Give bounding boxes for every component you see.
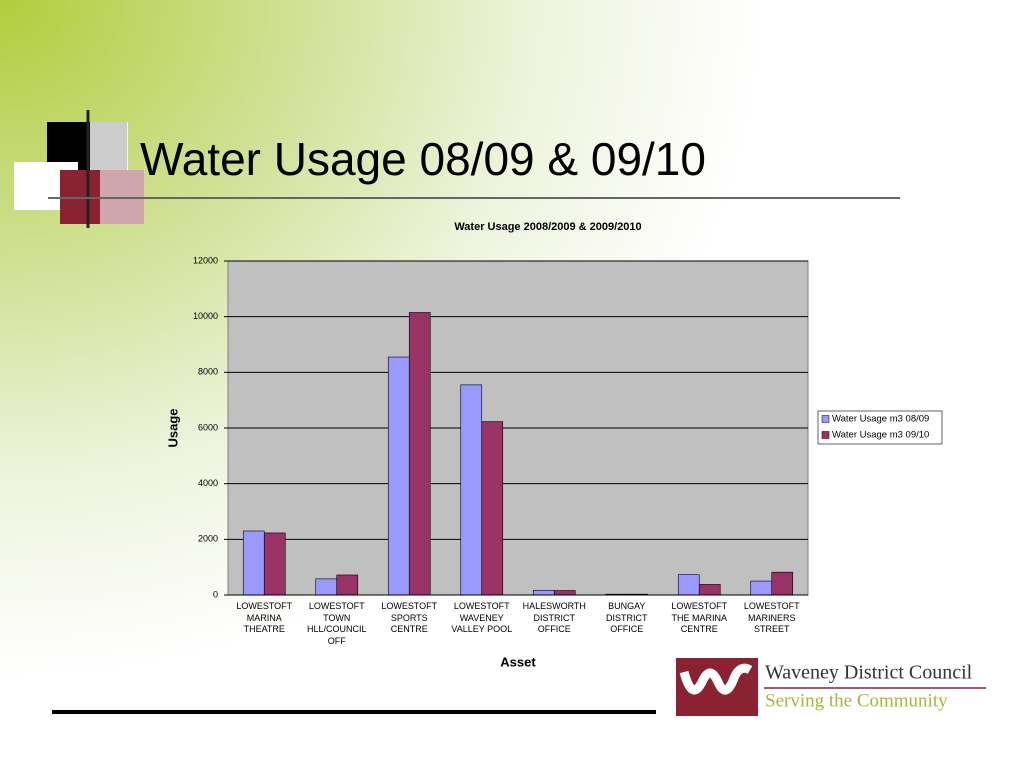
bar xyxy=(750,580,773,596)
x-tick-label: LOWESTOFT MARINERS STREET xyxy=(743,601,800,634)
x-axis-label: Asset xyxy=(500,654,536,669)
bar xyxy=(677,574,700,596)
bar xyxy=(387,356,410,596)
legend-label: Water Usage m3 09/10 xyxy=(832,430,929,441)
x-tick-label: LOWESTOFT SPORTS CENTRE xyxy=(381,601,438,634)
x-tick-label: BUNGAY DISTRICT OFFICE xyxy=(606,601,648,634)
bar xyxy=(553,590,576,596)
bar xyxy=(263,532,286,596)
chart-title: Water Usage 2008/2009 & 2009/2010 xyxy=(454,221,641,233)
bar xyxy=(460,384,483,596)
x-tick-label: LOWESTOFT TOWN HLL/COUNCIL OFF xyxy=(306,601,367,646)
legend-swatch xyxy=(821,431,830,439)
y-tick-label: 4000 xyxy=(198,478,218,488)
bar xyxy=(408,312,431,596)
slide-title: Water Usage 08/09 & 09/10 xyxy=(140,133,706,185)
y-tick-label: 12000 xyxy=(193,255,218,265)
logo-tagline: Serving the Community xyxy=(765,690,948,711)
y-tick-label: 2000 xyxy=(198,534,218,544)
logo-wave xyxy=(679,663,753,695)
logo-name: Waveney District Council xyxy=(765,662,973,684)
legend-swatch xyxy=(821,415,830,423)
x-tick-label: LOWESTOFT THE MARINA CENTRE xyxy=(671,601,728,634)
y-tick-label: 8000 xyxy=(198,367,218,377)
bar xyxy=(771,571,794,596)
y-tick-label: 10000 xyxy=(193,311,218,321)
y-tick-label: 0 xyxy=(213,589,218,599)
bar xyxy=(315,578,338,596)
bar xyxy=(242,530,265,596)
x-tick-label: LOWESTOFT MARINA THEATRE xyxy=(236,601,293,634)
y-axis-label: Usage xyxy=(165,408,180,447)
bar xyxy=(698,584,721,596)
y-tick-label: 6000 xyxy=(198,422,218,432)
x-tick-label: LOWESTOFT WAVENEY VALLEY POOL xyxy=(451,601,513,634)
bar xyxy=(532,589,555,596)
legend-label: Water Usage m3 08/09 xyxy=(832,414,929,425)
legend-box xyxy=(817,410,943,445)
bar xyxy=(481,421,504,596)
bar xyxy=(336,574,359,596)
x-tick-label: HALESWORTH DISTRICT OFFICE xyxy=(522,601,586,634)
